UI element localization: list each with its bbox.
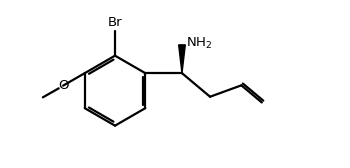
Polygon shape [178,45,185,73]
Text: NH$_2$: NH$_2$ [186,36,212,51]
Text: Br: Br [108,16,122,29]
Text: O: O [58,79,68,92]
